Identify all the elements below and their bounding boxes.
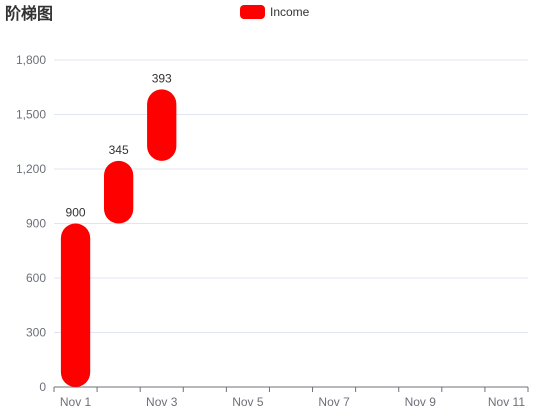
bar[interactable] <box>60 223 91 388</box>
y-tick-label: 1,800 <box>16 53 46 67</box>
legend-label-income: Income <box>270 5 310 19</box>
y-tick-label: 600 <box>26 271 46 285</box>
y-tick-label: 0 <box>39 380 46 394</box>
data-labels: 900 345 393 <box>66 71 173 219</box>
x-tick-label: Nov 5 <box>232 395 264 409</box>
x-tick-label: Nov 9 <box>405 395 437 409</box>
y-tick-label: 1,200 <box>16 162 46 176</box>
bars <box>60 89 177 388</box>
axes: 0 300 600 900 1,200 1,500 1,800 Nov 1 Nov 3 Nov 5… <box>16 53 529 409</box>
x-tick-label: Nov 1 <box>60 395 92 409</box>
x-tick-label: Nov 7 <box>318 395 350 409</box>
data-label: 345 <box>109 143 129 157</box>
y-tick-label: 1,500 <box>16 108 46 122</box>
y-tick-label: 900 <box>26 217 46 231</box>
grid-lines <box>54 59 528 333</box>
x-tick-label: Nov 11 <box>488 395 525 409</box>
y-tick-label: 300 <box>26 326 46 340</box>
legend-swatch <box>240 5 265 19</box>
bar[interactable] <box>147 89 177 161</box>
x-tick-label: Nov 3 <box>146 395 178 409</box>
legend[interactable]: Income <box>240 4 309 20</box>
data-label: 393 <box>152 71 172 85</box>
bar[interactable] <box>103 160 134 224</box>
data-label: 900 <box>66 206 86 220</box>
chart-title: 阶梯图 <box>5 4 54 23</box>
